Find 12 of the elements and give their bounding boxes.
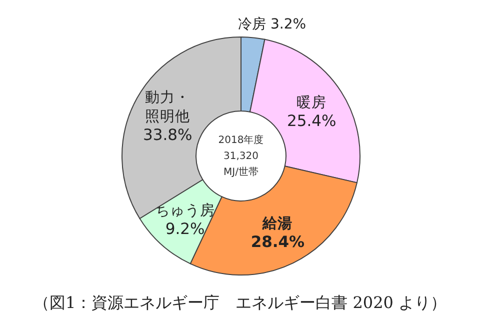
data-label: 28.4% bbox=[250, 233, 306, 252]
slice-label: 暖房 bbox=[296, 94, 327, 112]
text: （図1：資源エネルギー庁 エネルギー白書 2020 より） bbox=[33, 293, 447, 312]
text: 31,320 bbox=[224, 151, 258, 162]
data-label: 25.4% bbox=[287, 112, 336, 130]
data-label: 33.8% bbox=[143, 126, 192, 144]
text: 2018年度 bbox=[218, 134, 264, 146]
slice-label: 給湯 bbox=[262, 215, 293, 232]
slice-label: 動力・照明他 bbox=[145, 89, 190, 126]
slice-label: 冷房 3.2% bbox=[238, 16, 306, 33]
text: MJ/世帯 bbox=[224, 166, 258, 178]
data-label: 9.2% bbox=[165, 220, 205, 238]
